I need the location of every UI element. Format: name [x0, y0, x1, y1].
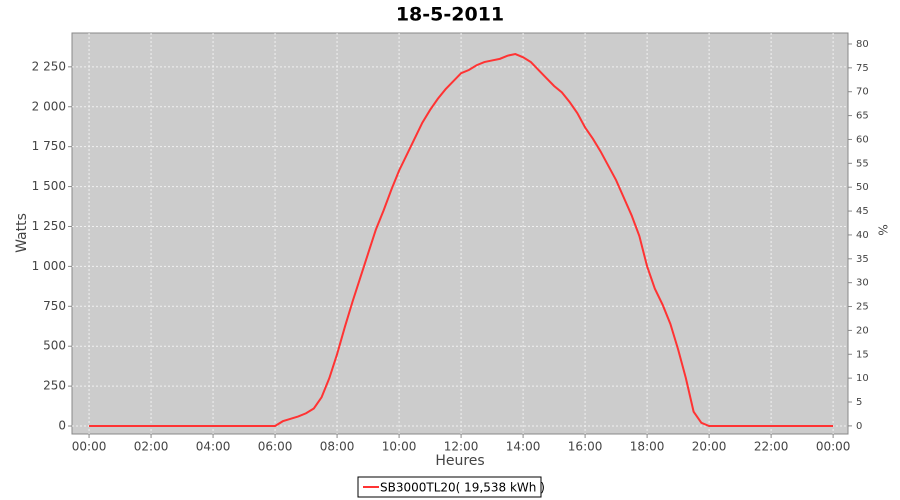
y2-tick-label: 80: [856, 39, 869, 50]
y2-tick-label: 0: [856, 421, 862, 432]
y2-tick-label: 65: [856, 111, 869, 122]
y-tick-label: 750: [43, 299, 66, 313]
y2-tick-label: 15: [856, 349, 869, 360]
y-tick-label: 0: [58, 419, 66, 433]
x-tick-label: 20:00: [692, 440, 727, 454]
y2-tick-label: 75: [856, 63, 869, 74]
legend-box: [357, 476, 542, 498]
y2-tick-label: 30: [856, 278, 869, 289]
y-tick-label: 1 500: [32, 179, 66, 193]
y2-tick-label: 5: [856, 397, 862, 408]
x-tick-label: 18:00: [630, 440, 665, 454]
y2-tick-label: 40: [856, 230, 869, 241]
x-tick-label: 02:00: [134, 440, 169, 454]
y-tick-label: 1 750: [32, 139, 66, 153]
y-tick-label: 250: [43, 379, 66, 393]
x-tick-label: 04:00: [196, 440, 231, 454]
y2-tick-label: 10: [856, 373, 869, 384]
plot-area: [71, 32, 849, 435]
x-axis-label: Heures: [435, 453, 484, 469]
x-tick-label: 14:00: [506, 440, 541, 454]
y-tick-label: 500: [43, 339, 66, 353]
x-tick-label: 06:00: [258, 440, 293, 454]
y2-tick-label: 45: [856, 206, 869, 217]
y2-tick-label: 35: [856, 254, 869, 265]
x-tick-label: 08:00: [320, 440, 355, 454]
y2-axis-label: %: [876, 224, 890, 235]
x-tick-label: 12:00: [444, 440, 479, 454]
y2-tick-label: 50: [856, 182, 869, 193]
x-tick-label: 16:00: [568, 440, 603, 454]
chart-title: 18-5-2011: [396, 4, 504, 26]
y2-tick-label: 55: [856, 158, 869, 169]
y-tick-label: 1 000: [32, 259, 66, 273]
x-tick-label: 22:00: [754, 440, 789, 454]
x-tick-label: 10:00: [382, 440, 417, 454]
y-tick-label: 1 250: [32, 219, 66, 233]
y-axis-label: Watts: [14, 213, 30, 253]
x-tick-label: 00:00: [816, 440, 851, 454]
y2-tick-label: 25: [856, 302, 869, 313]
x-tick-label: 00:00: [72, 440, 107, 454]
y-tick-label: 2 250: [32, 59, 66, 73]
y2-tick-label: 20: [856, 325, 869, 336]
y2-tick-label: 70: [856, 87, 869, 98]
y-tick-label: 2 000: [32, 99, 66, 113]
y2-tick-label: 60: [856, 134, 869, 145]
legend-label: SB3000TL20( 19,538 kWh ): [380, 481, 545, 495]
data-line: [89, 53, 834, 428]
